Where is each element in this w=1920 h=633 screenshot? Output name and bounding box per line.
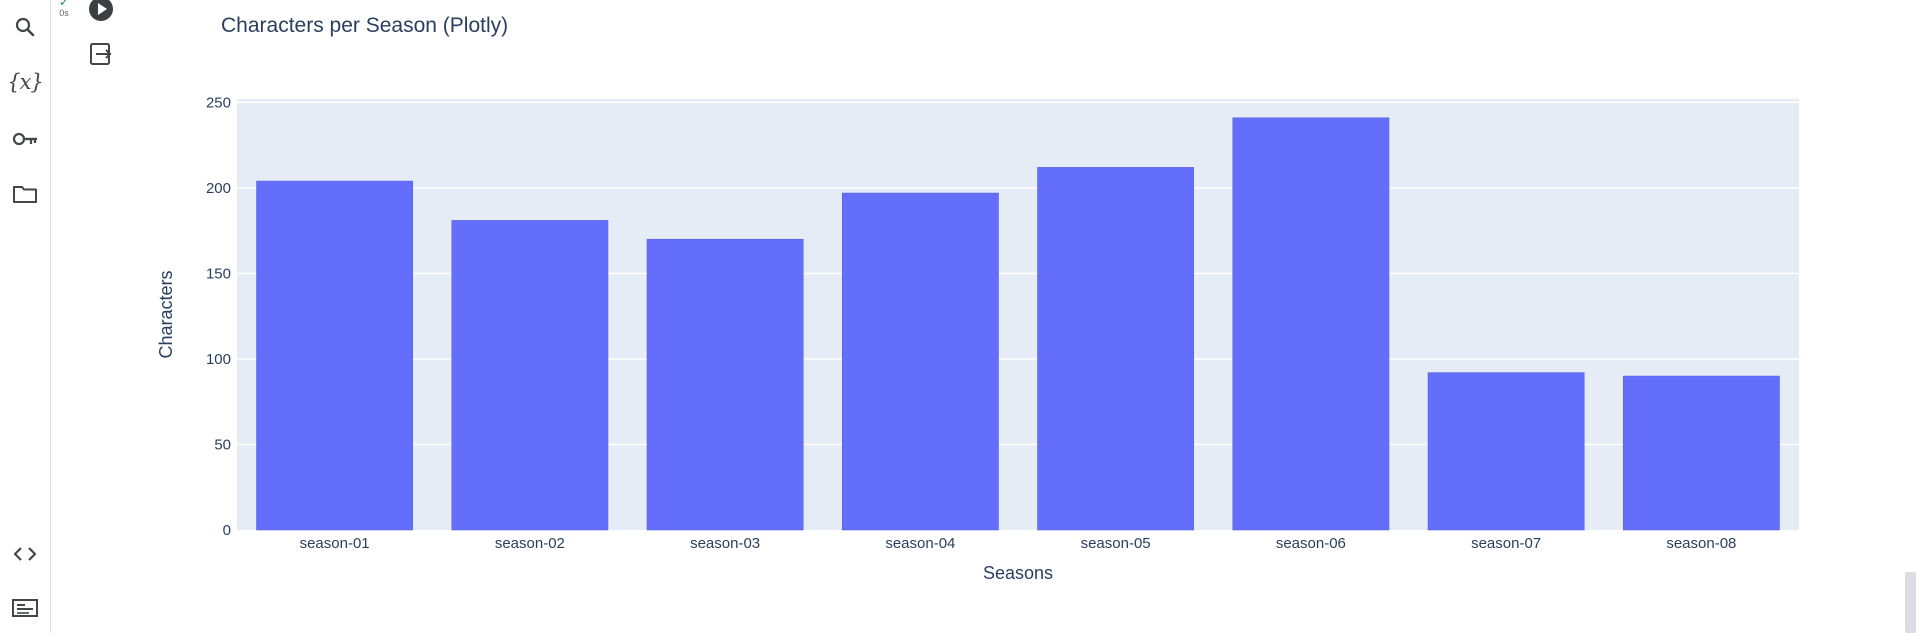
run-status: ✓ 0s [56, 0, 72, 18]
y-axis-title: Characters [156, 270, 176, 358]
terminal-icon[interactable] [10, 593, 40, 623]
check-icon: ✓ [58, 0, 70, 9]
y-tick-label: 100 [206, 351, 231, 368]
x-tick-label: season-01 [300, 535, 370, 552]
bar [1232, 117, 1390, 531]
x-tick-label: season-03 [690, 535, 760, 552]
bar [646, 238, 804, 531]
y-tick-label: 50 [214, 436, 231, 453]
x-axis-title: Seasons [983, 563, 1053, 583]
chart-title: Characters per Season (Plotly) [221, 14, 509, 37]
bar [1037, 167, 1195, 531]
code-icon[interactable] [10, 539, 40, 569]
search-icon[interactable] [10, 12, 40, 42]
bar [451, 220, 609, 531]
variables-icon[interactable]: {x} [7, 67, 44, 97]
bar [1622, 375, 1780, 531]
y-tick-label: 200 [206, 180, 231, 197]
folder-icon[interactable] [10, 179, 40, 209]
key-icon[interactable] [10, 124, 40, 154]
y-tick-label: 0 [223, 522, 231, 539]
y-tick-label: 250 [206, 94, 231, 111]
x-tick-label: season-04 [885, 535, 955, 552]
x-tick-label: season-05 [1081, 535, 1151, 552]
run-time: 0s [59, 8, 69, 18]
variables-glyph: {x} [7, 70, 44, 94]
x-tick-label: season-02 [495, 535, 565, 552]
left-sidebar: {x} [0, 0, 51, 633]
run-cell-button[interactable] [89, 0, 113, 21]
y-tick-label: 150 [206, 265, 231, 282]
bar [841, 192, 999, 531]
x-tick-label: season-08 [1666, 535, 1736, 552]
output-actions-icon[interactable] [88, 41, 114, 67]
x-tick-label: season-07 [1471, 535, 1541, 552]
x-tick-label: season-06 [1276, 535, 1346, 552]
scrollbar-thumb[interactable] [1905, 572, 1916, 633]
bar [1427, 372, 1585, 531]
bar [256, 180, 414, 531]
